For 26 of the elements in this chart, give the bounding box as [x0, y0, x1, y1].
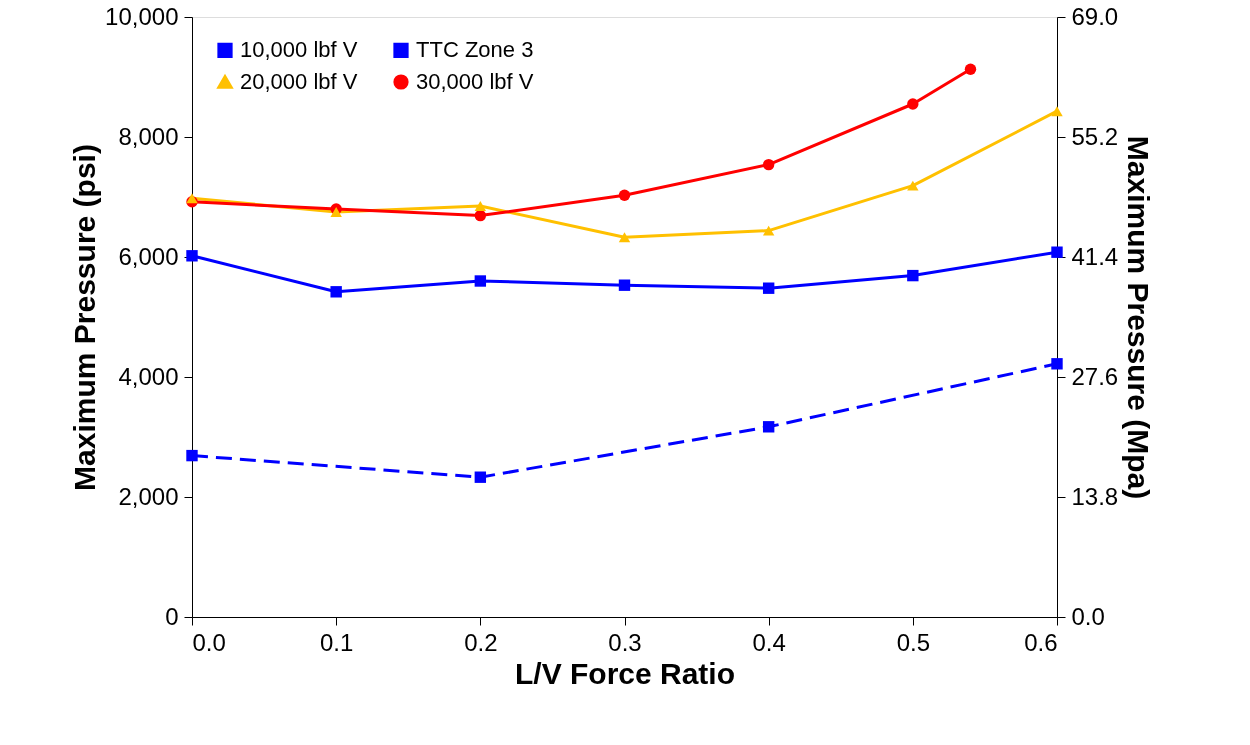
y2-axis-title: Maximum Pressure (Mpa) — [1122, 135, 1156, 500]
x-axis-title: L/V Force Ratio — [514, 656, 736, 690]
y-tick-label: 0 — [165, 602, 179, 630]
y-axis-title: Maximum Pressure (psi) — [68, 144, 102, 491]
x-tick-label: 0.3 — [608, 628, 642, 656]
y2-tick-label: 0.0 — [1071, 602, 1105, 630]
y2-tick-label: 13.8 — [1071, 482, 1119, 510]
y2-tick-label: 55.2 — [1071, 122, 1119, 150]
y2-tick-label: 41.4 — [1071, 242, 1119, 270]
x-tick-label: 0.2 — [464, 628, 498, 656]
y-tick-label: 8,000 — [118, 122, 179, 150]
y-tick-label: 4,000 — [118, 362, 179, 390]
y2-tick-label: 27.6 — [1071, 362, 1119, 390]
y-tick-label: 2,000 — [118, 482, 179, 510]
y-tick-label: 10,000 — [105, 2, 179, 30]
y-tick-label: 6,000 — [118, 242, 179, 270]
legend-label: 20,000 lbf V — [240, 69, 358, 94]
x-tick-label: 0.4 — [752, 628, 786, 656]
legend-label: 30,000 lbf V — [416, 69, 534, 94]
x-tick-label: 0.0 — [192, 628, 226, 656]
y2-tick-label: 69.0 — [1071, 2, 1119, 30]
x-tick-label: 0.5 — [896, 628, 931, 656]
legend-label: 10,000 lbf V — [240, 37, 358, 63]
x-tick-label: 0.6 — [1024, 628, 1058, 656]
x-tick-label: 0.1 — [319, 628, 354, 656]
legend-label: TTC Zone 3 — [416, 37, 534, 63]
